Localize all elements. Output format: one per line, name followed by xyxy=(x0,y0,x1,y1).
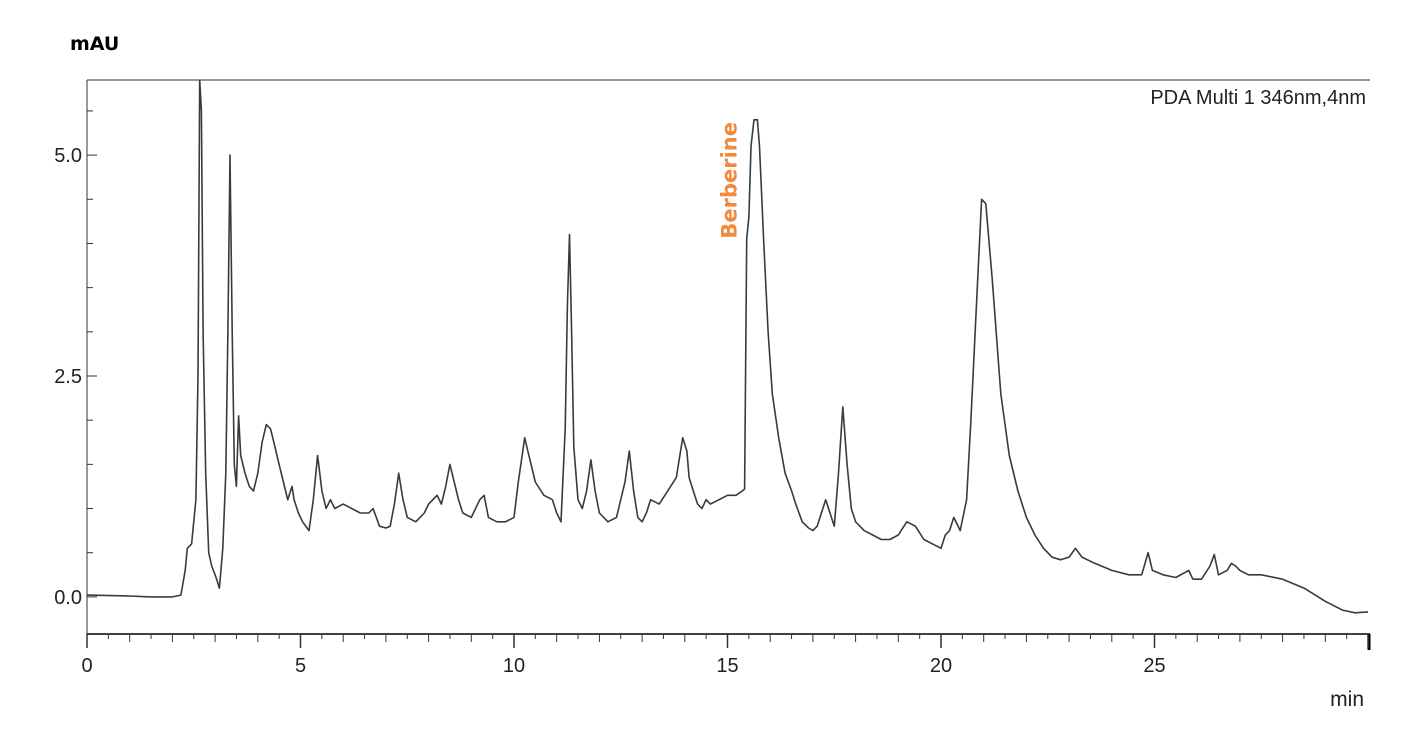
x-tick-label: 5 xyxy=(295,655,306,677)
y-axis-unit-label: mAU xyxy=(70,33,119,55)
x-tick-label: 10 xyxy=(503,655,525,677)
x-axis-unit-label: min xyxy=(1330,688,1364,711)
y-tick-label: 2.5 xyxy=(54,366,82,388)
y-axis-ticks: 0.0 2.5 5.0 xyxy=(54,110,97,609)
detector-legend: PDA Multi 1 346nm,4nm xyxy=(1150,87,1366,109)
x-tick-label: 25 xyxy=(1143,655,1165,677)
berberine-peak-label: Berberine xyxy=(718,122,742,239)
x-tick-label: 0 xyxy=(81,655,92,677)
x-tick-label: 15 xyxy=(716,655,738,677)
x-tick-label: 20 xyxy=(930,655,952,677)
y-tick-label: 5.0 xyxy=(54,145,82,167)
x-axis-ticks: 0 5 10 15 20 25 xyxy=(81,634,1369,677)
chromatogram-trace xyxy=(86,79,1369,614)
y-tick-label: 0.0 xyxy=(54,587,82,609)
